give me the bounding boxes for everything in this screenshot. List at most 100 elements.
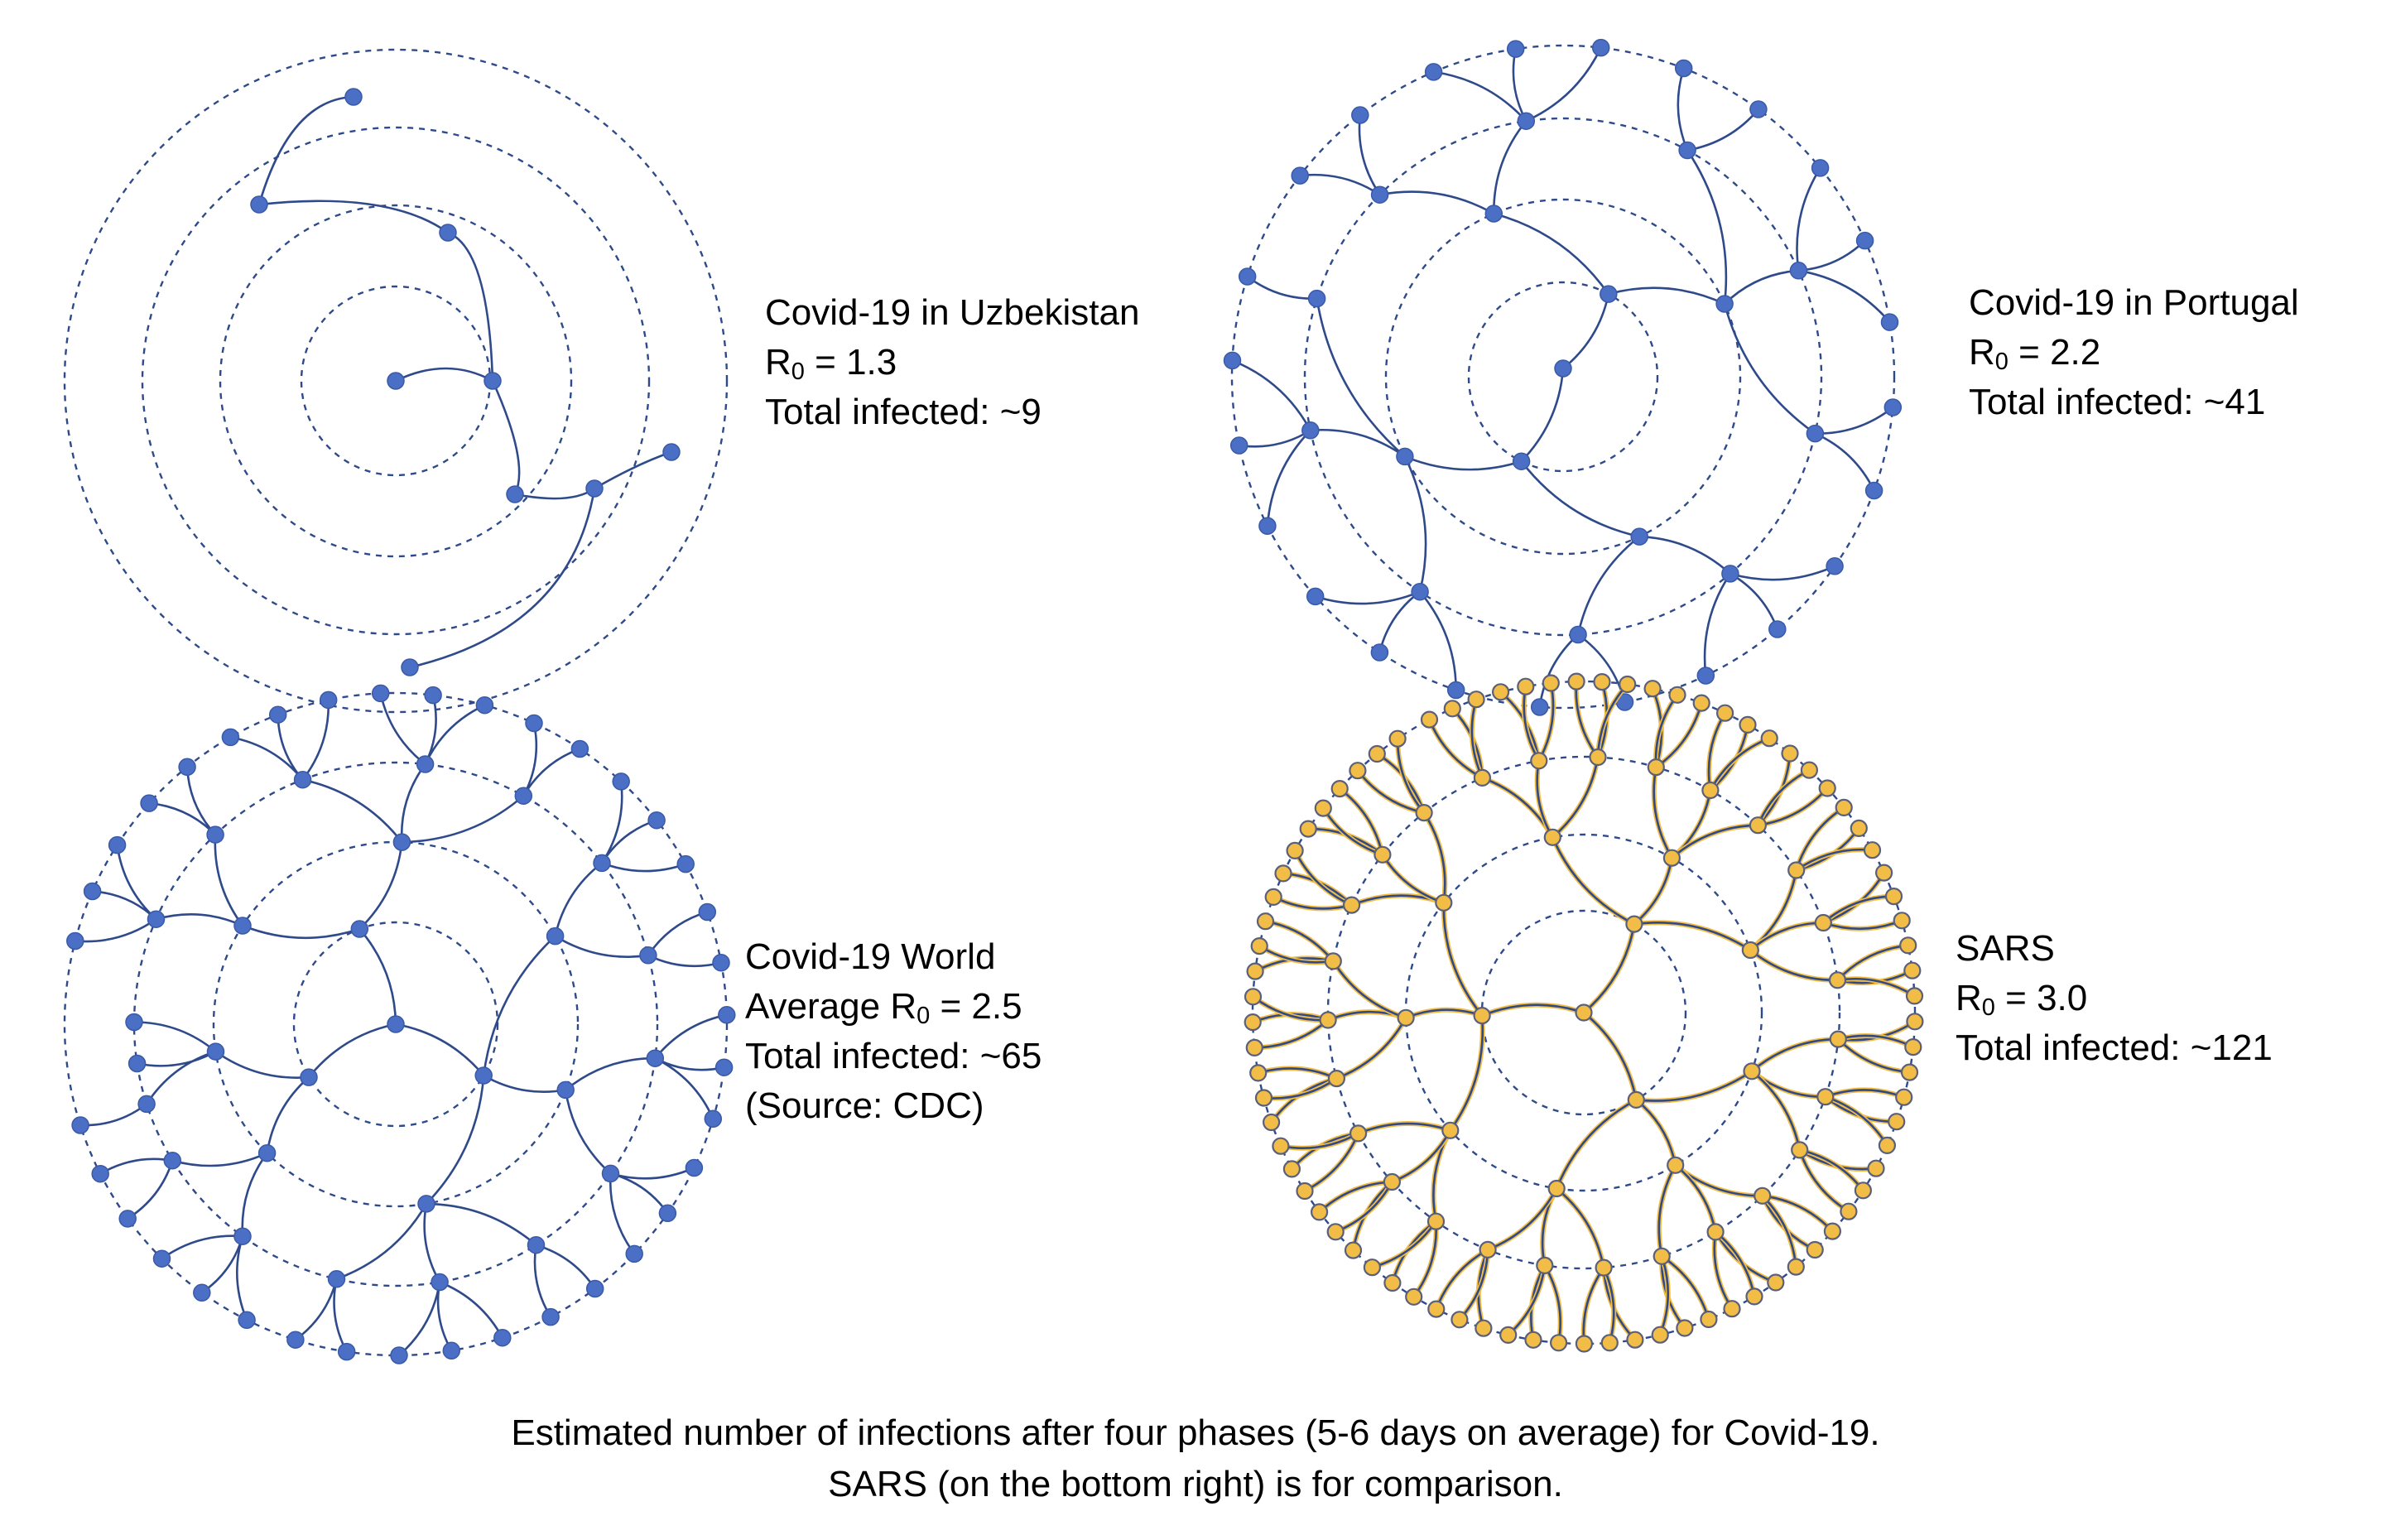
world-edge [92,890,157,921]
world-infected-node [676,854,695,873]
sars-infected-node [1701,781,1720,800]
portugal-edge [1300,173,1381,196]
world-source: (Source: CDC) [745,1085,984,1126]
portugal-infected-node [1880,313,1899,331]
sars-infected-node [1676,1319,1694,1337]
world-infected-node [371,684,390,703]
world-infected-node [327,1270,346,1288]
uzbekistan-ring-4 [63,48,729,714]
sars-infected-node [1643,680,1662,698]
world-infected-node [300,1068,318,1086]
portugal-ring-4 [1230,44,1896,710]
sars-edge-glow [1633,1097,1678,1168]
portugal-infected-node [1674,59,1693,78]
sars-infected-node [1829,1030,1847,1048]
world-infected-node [108,835,127,854]
world-infected-node [233,1227,252,1245]
world-infected-node [546,926,565,946]
portugal-edge [1433,70,1527,123]
world-edge [395,1023,485,1076]
sars-infected-node [1542,674,1560,692]
sars-infected-node [1627,1090,1645,1109]
sars-edge [1556,1187,1605,1268]
world-title: Covid-19 World [745,936,996,977]
uzbekistan-infected-node [483,372,502,390]
portugal-infected-node [1396,447,1414,466]
sars-edge [1358,1122,1451,1135]
sars-infected-node [1781,744,1799,763]
portugal-infected-node [1238,267,1257,286]
world-infected-node [556,1080,575,1100]
portugal-infected-node [1223,351,1242,370]
uzbekistan-infected-node [585,479,604,498]
world-infected-node [527,1235,546,1254]
sars-infected-node [1754,1186,1772,1205]
portugal-infected-node [1484,205,1503,223]
world-infected-node [493,1328,512,1347]
sars-edge-glow [1749,1037,1841,1074]
portugal-edge [1562,293,1610,370]
sars-infected-node [1383,1172,1402,1191]
sars-infected-node [1286,841,1304,860]
sars-infected-node [1818,779,1836,797]
sars-edge [1653,767,1673,859]
uzbekistan-patient-zero-node [387,372,405,390]
uzbekistan-edge [409,488,596,669]
sars-edge-glow [1631,855,1675,927]
sars-infected-node [1388,729,1407,748]
portugal-infected-node [1855,231,1874,250]
world-edge [609,1173,636,1255]
world-ring-4 [63,691,729,1357]
portugal-infected-node [1351,106,1369,124]
world-infected-node [147,910,166,928]
sars-r0: R0 = 3.0 [1956,978,2088,1021]
world-infected-node [685,1158,704,1177]
sars-infected-node [1743,1062,1761,1080]
world-edge [242,924,360,940]
caption-line-1: Estimated number of infections after fou… [511,1412,1880,1453]
portugal-infected-node [1721,565,1739,583]
world-infected-node [612,772,630,791]
portugal-edge [1639,535,1731,575]
portugal-patient-zero-node [1554,359,1572,378]
portugal-edge [1379,190,1494,215]
sars-infected-node [1524,1331,1542,1349]
sars-edge [1332,960,1407,1019]
world-edge [436,1282,453,1351]
world-infected-node [514,787,533,805]
portugal-edge [1232,359,1311,431]
uzbekistan-edge [257,95,354,205]
world-edge [99,1157,173,1175]
sars-infected-node [1473,768,1492,787]
world-edge [554,862,603,936]
portugal-edge [1815,406,1894,435]
world-infected-node [601,1164,620,1183]
world-infected-node [257,1143,277,1162]
sars-infected-node [1443,700,1461,718]
portugal-edge [1723,303,1816,435]
world-infected-node [625,1244,643,1263]
portugal-infected-node [1715,295,1734,313]
sars-edge [1837,1038,1910,1074]
world-edge [439,1281,503,1339]
world-infected-node [221,728,240,747]
world-edge [358,928,397,1025]
sars-infected-node [1262,1113,1281,1132]
world-edge [185,767,217,835]
world-infected-node [152,1249,171,1268]
portugal-edge [1796,167,1821,271]
sars-infected-node [1863,841,1882,859]
portugal-infected-node [1517,112,1536,130]
world-infected-node [712,953,730,972]
world-infected-node [593,854,611,873]
world-infected-node [268,705,287,724]
portugal-edge [1246,275,1317,300]
sars-infected-node [1299,820,1317,838]
sars-edge-glow [1441,900,1485,1018]
caption-line-2: SARS (on the bottom right) is for compar… [828,1464,1563,1504]
portugal-ring-3 [1303,117,1823,637]
sars-infected-node [1517,677,1535,695]
sars-infected-node [1256,912,1275,931]
sars-infected-node [1479,1240,1497,1259]
